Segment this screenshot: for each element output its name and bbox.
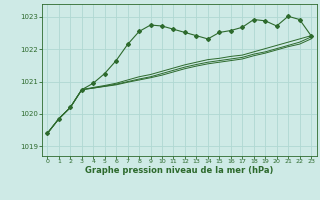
X-axis label: Graphe pression niveau de la mer (hPa): Graphe pression niveau de la mer (hPa): [85, 166, 273, 175]
